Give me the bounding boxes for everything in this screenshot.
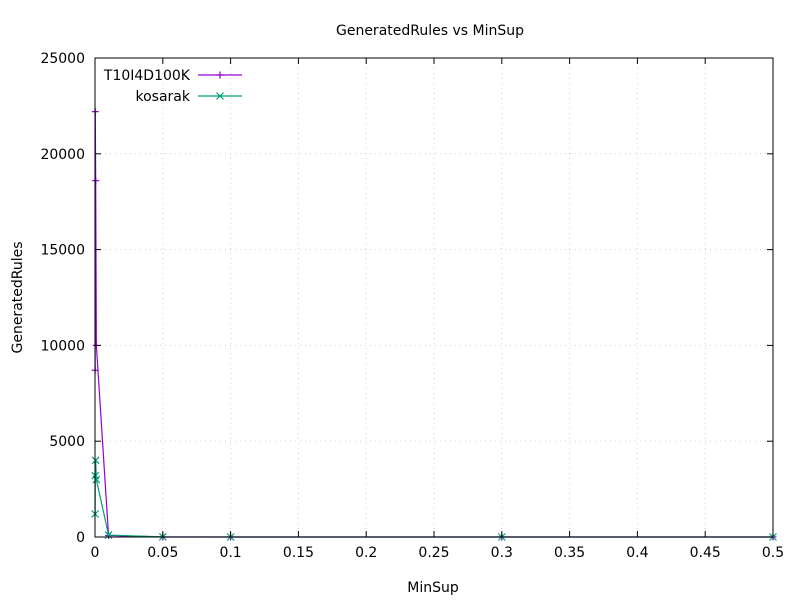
legend-marker	[216, 71, 224, 79]
grid-layer	[95, 58, 773, 537]
legend: T10I4D100K kosarak	[103, 68, 242, 105]
x-tick-label: 0.3	[491, 545, 513, 561]
x-tick-label: 0	[91, 545, 100, 561]
x-tick-label: 0.4	[626, 545, 648, 561]
series-1-point	[92, 475, 101, 484]
x-tick-label: 0.05	[147, 545, 178, 561]
legend-label: kosarak	[136, 89, 191, 105]
y-axis-title: GeneratedRules	[10, 241, 26, 353]
tick-layer: 0 0.05 0.1 0.15 0.2 0.25 0.3 0.35 0.4 0.45 0.5 0 500…	[40, 51, 784, 561]
chart-title: GeneratedRules vs MinSup	[336, 23, 524, 39]
x-tick-label: 0.25	[418, 545, 449, 561]
series-0-point	[92, 177, 100, 185]
y-tick-label: 15000	[40, 243, 85, 259]
legend-marker	[216, 92, 224, 100]
y-tick-label: 0	[76, 530, 85, 546]
x-tick-label: 0.35	[554, 545, 585, 561]
series-1-point	[91, 456, 100, 465]
y-tick-label: 10000	[40, 338, 85, 354]
y-tick-label: 5000	[49, 434, 85, 450]
x-tick-label: 0.1	[219, 545, 241, 561]
x-tick-label: 0.45	[690, 545, 721, 561]
x-tick-label: 0.2	[355, 545, 377, 561]
x-tick-label: 0.5	[762, 545, 784, 561]
plot-border	[94, 57, 774, 538]
y-tick-label: 25000	[40, 51, 85, 67]
x-axis-title: MinSup	[407, 580, 459, 596]
legend-label: T10I4D100K	[103, 68, 191, 84]
y-tick-label: 20000	[40, 147, 85, 163]
x-tick-label: 0.15	[283, 545, 314, 561]
